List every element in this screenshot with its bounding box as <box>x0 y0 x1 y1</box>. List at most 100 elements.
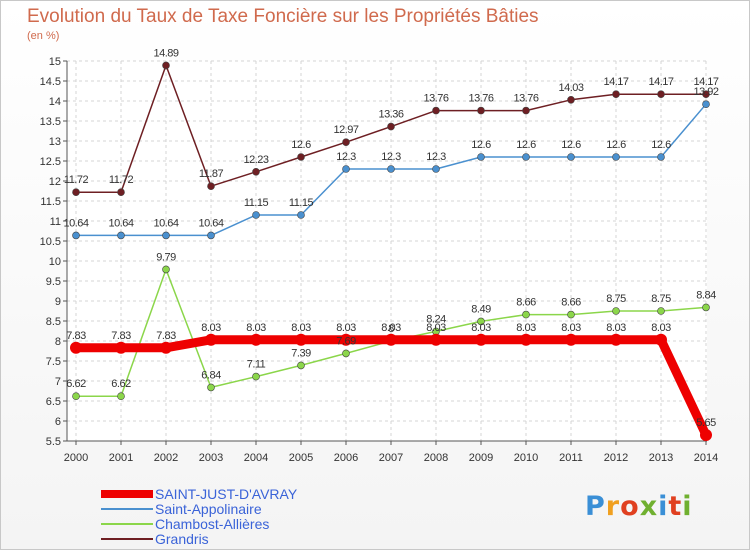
y-tick-label: 13 <box>49 136 61 148</box>
data-point-saint-appolinaire <box>207 231 215 240</box>
logo-letter: r <box>605 491 621 522</box>
y-tick-label: 14.5 <box>40 76 61 88</box>
plot-area <box>67 61 707 441</box>
data-point-saint-just-d-avray <box>205 333 217 346</box>
data-label-grandris: 13.76 <box>513 93 538 105</box>
data-point-grandris <box>657 90 665 98</box>
data-label-saint-appolinaire: 12.3 <box>426 151 446 163</box>
data-point-saint-just-d-avray <box>655 333 667 346</box>
logo-letter: x <box>639 491 659 522</box>
data-label-grandris: 12.97 <box>333 124 358 136</box>
unit-label: (en %) <box>27 30 60 42</box>
chart-title: Evolution du Taux de Taxe Foncière sur l… <box>27 6 539 27</box>
data-label-chambost-alli-res: 8.84 <box>696 289 716 301</box>
data-label-chambost-alli-res: 8.75 <box>651 293 671 305</box>
data-label-chambost-alli-res: 8.66 <box>561 297 581 309</box>
data-point-saint-just-d-avray <box>250 333 262 346</box>
logo-letter: o <box>620 491 640 522</box>
data-point-grandris <box>162 61 170 70</box>
y-tick-label: 8 <box>55 336 61 348</box>
data-point-grandris <box>567 96 575 104</box>
data-label-saint-just-d-avray: 8.03 <box>426 322 446 334</box>
y-tick-label: 15 <box>49 56 61 68</box>
x-tick-label: 2004 <box>244 452 268 464</box>
data-label-saint-appolinaire: 12.3 <box>381 151 401 163</box>
data-label-grandris: 14.17 <box>648 76 673 88</box>
legend-item-chambost: Chambost-Allières <box>101 516 269 532</box>
x-tick-label: 2001 <box>109 452 133 464</box>
data-point-saint-just-d-avray <box>340 333 352 346</box>
x-tick-label: 2014 <box>694 452 718 464</box>
data-label-chambost-alli-res: 6.62 <box>66 378 86 390</box>
data-label-saint-appolinaire: 10.64 <box>63 217 88 229</box>
x-tick-label: 2011 <box>559 452 583 464</box>
data-label-saint-just-d-avray: 8.03 <box>516 322 536 334</box>
data-label-chambost-alli-res: 9.79 <box>156 251 176 263</box>
data-label-saint-just-d-avray: 8.03 <box>336 322 356 334</box>
y-tick-label: 12.5 <box>40 156 61 168</box>
data-label-saint-appolinaire: 10.64 <box>198 217 223 229</box>
data-label-grandris: 14.17 <box>603 76 628 88</box>
y-tick-label: 7 <box>55 376 61 388</box>
y-tick-label: 6 <box>55 416 61 428</box>
y-tick-label: 13.5 <box>40 116 61 128</box>
data-point-saint-just-d-avray <box>385 333 397 346</box>
data-point-saint-appolinaire <box>297 211 305 219</box>
data-label-chambost-alli-res: 8.66 <box>516 297 536 309</box>
data-label-grandris: 11.72 <box>64 174 89 186</box>
data-label-saint-appolinaire: 11.15 <box>244 197 269 209</box>
logo-letter: i <box>682 491 693 522</box>
legend-label-saint-just: SAINT-JUST-D'AVRAY <box>155 486 298 502</box>
data-point-saint-appolinaire <box>477 153 485 161</box>
legend-item-saint-just: SAINT-JUST-D'AVRAY <box>101 486 297 502</box>
data-point-grandris <box>432 106 440 115</box>
x-tick-label: 2008 <box>424 452 448 464</box>
data-label-saint-appolinaire: 11.15 <box>289 197 314 209</box>
data-point-grandris <box>297 153 305 161</box>
data-point-grandris <box>387 122 395 131</box>
data-label-saint-just-d-avray: 8.03 <box>606 322 626 334</box>
data-label-chambost-alli-res: 6.62 <box>111 378 131 390</box>
data-point-chambost-alli-res <box>342 349 350 358</box>
data-label-grandris: 13.76 <box>468 93 493 105</box>
data-point-grandris <box>477 106 485 115</box>
y-tick-label: 10.5 <box>40 236 61 248</box>
y-tick-label: 10 <box>49 256 61 268</box>
data-label-saint-appolinaire: 12.3 <box>336 151 356 163</box>
data-label-saint-just-d-avray: 7.83 <box>111 330 131 342</box>
x-tick-label: 2003 <box>199 452 223 464</box>
proxiti-logo: Proxiti <box>585 491 693 522</box>
data-point-chambost-alli-res <box>702 303 710 312</box>
x-tick-label: 2007 <box>379 452 403 464</box>
legend-label-chambost: Chambost-Allières <box>155 516 270 532</box>
logo-letter: i <box>658 491 669 522</box>
data-point-grandris <box>72 188 80 196</box>
legend-item-saint-appolinaire: Saint-Appolinaire <box>101 501 262 517</box>
data-label-saint-just-d-avray: 8.03 <box>651 322 671 334</box>
y-tick-label: 12 <box>49 176 61 188</box>
data-point-saint-just-d-avray <box>565 333 577 346</box>
data-point-chambost-alli-res <box>72 392 80 401</box>
y-tick-label: 11 <box>50 216 61 228</box>
x-tick-label: 2002 <box>154 452 178 464</box>
data-label-chambost-alli-res: 8.49 <box>471 303 491 315</box>
data-label-chambost-alli-res: 7.39 <box>291 347 311 359</box>
data-point-chambost-alli-res <box>522 310 530 319</box>
data-label-chambost-alli-res: 8.75 <box>606 293 626 305</box>
data-point-chambost-alli-res <box>252 372 260 381</box>
y-tick-label: 9.5 <box>46 276 61 288</box>
data-label-chambost-alli-res: 7.11 <box>247 359 266 371</box>
x-tick-label: 2009 <box>469 452 493 464</box>
y-tick-label: 11.5 <box>40 196 61 208</box>
data-point-saint-appolinaire <box>657 153 665 161</box>
data-label-saint-just-d-avray: 5.65 <box>696 417 716 429</box>
data-point-grandris <box>342 138 350 146</box>
x-tick-label: 2000 <box>64 452 88 464</box>
data-point-saint-appolinaire <box>702 100 710 108</box>
data-point-saint-just-d-avray <box>430 333 442 346</box>
data-label-saint-appolinaire: 12.6 <box>561 139 581 151</box>
data-label-chambost-alli-res: 6.84 <box>201 369 221 381</box>
y-tick-label: 7.5 <box>46 356 61 368</box>
